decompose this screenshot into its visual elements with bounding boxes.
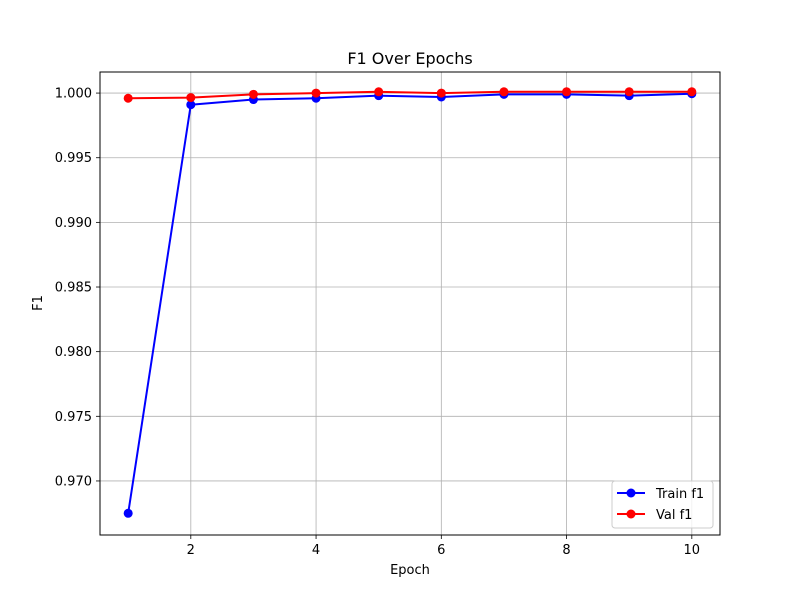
y-tick-label: 0.985 bbox=[55, 281, 92, 296]
plot-area-frame bbox=[99, 71, 721, 536]
series-layer bbox=[123, 87, 697, 518]
x-axis-label: Epoch bbox=[390, 563, 430, 578]
data-point-val-f1 bbox=[499, 87, 509, 97]
y-axis-label: F1 bbox=[31, 295, 46, 311]
x-tick-label: 4 bbox=[312, 543, 320, 558]
grid bbox=[100, 72, 720, 535]
y-tick-label: 0.980 bbox=[55, 345, 92, 360]
y-tick-label: 0.990 bbox=[55, 216, 92, 231]
data-point-val-f1 bbox=[123, 93, 133, 103]
data-point-train-f1 bbox=[186, 100, 196, 110]
data-point-val-f1 bbox=[687, 87, 697, 97]
data-point-val-f1 bbox=[186, 93, 196, 103]
data-point-val-f1 bbox=[374, 87, 384, 97]
x-tick-label: 2 bbox=[187, 543, 195, 558]
series-line-train-f1 bbox=[127, 92, 692, 514]
y-tick-label: 1.000 bbox=[55, 87, 92, 102]
data-point-val-f1 bbox=[624, 87, 634, 97]
data-point-val-f1 bbox=[562, 87, 572, 97]
legend: Train f1 Val f1 bbox=[611, 480, 714, 529]
y-tick-label: 0.970 bbox=[55, 474, 92, 489]
legend-marker-val-f1 bbox=[626, 509, 636, 519]
data-point-val-f1 bbox=[248, 89, 258, 99]
y-tick-label: 0.995 bbox=[55, 151, 92, 166]
x-tick-label: 8 bbox=[562, 543, 570, 558]
x-tick-label: 10 bbox=[684, 543, 701, 558]
legend-marker-train-f1 bbox=[626, 488, 636, 498]
x-tick-label: 6 bbox=[437, 543, 445, 558]
series-line-val-f1 bbox=[128, 90, 692, 100]
data-point-val-f1 bbox=[311, 88, 321, 98]
y-tick-label: 0.975 bbox=[55, 410, 92, 425]
chart-title: F1 Over Epochs bbox=[347, 49, 472, 68]
data-point-train-f1 bbox=[123, 508, 133, 518]
legend-label-train-f1: Train f1 bbox=[655, 487, 704, 502]
data-point-val-f1 bbox=[436, 88, 446, 98]
legend-label-val-f1: Val f1 bbox=[656, 508, 692, 523]
ticks: 2 4 6 8 10 0.970 0.975 0.980 0.985 0.990 0.995 1.00… bbox=[55, 87, 700, 558]
